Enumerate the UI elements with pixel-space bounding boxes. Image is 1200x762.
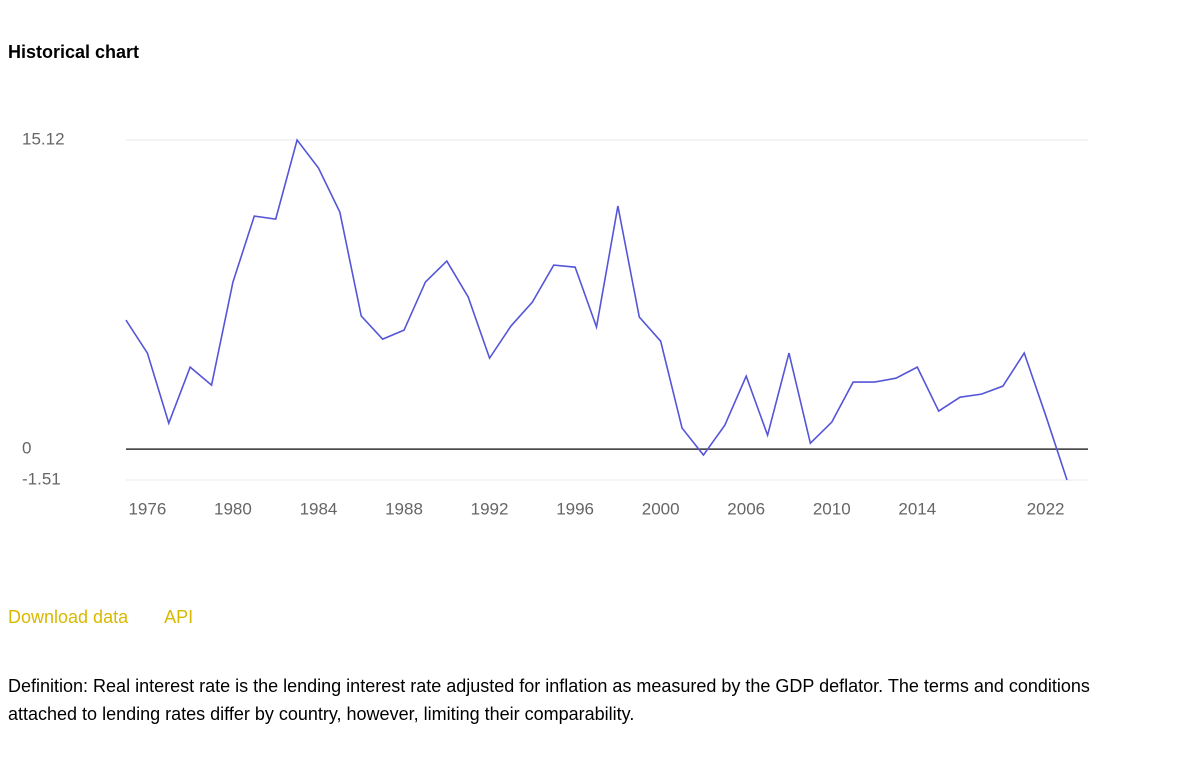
x-tick-label: 2000 — [642, 499, 680, 518]
x-tick-label: 1976 — [128, 499, 166, 518]
heading: Historical chart — [8, 42, 140, 62]
chart: 15.12 0 -1.51 1976 1980 1984 1988 1992 1996 2000 2… — [22, 129, 1088, 518]
y-tick-label: 0 — [22, 439, 31, 458]
y-tick-label: -1.51 — [22, 469, 61, 488]
x-tick-label: 2006 — [727, 499, 765, 518]
x-tick-label: 1984 — [300, 499, 338, 518]
links: Download data API — [8, 607, 225, 628]
definition: Definition: Real interest rate is the le… — [8, 676, 1090, 724]
x-tick-label: 1996 — [556, 499, 594, 518]
y-tick-label: 15.12 — [22, 129, 65, 148]
x-tick-label: 1988 — [385, 499, 423, 518]
x-tick-label: 2010 — [813, 499, 851, 518]
x-tick-label: 1992 — [471, 499, 509, 518]
download-link[interactable]: Download data — [8, 607, 129, 627]
x-tick-label: 2014 — [898, 499, 936, 518]
data-line — [125, 138, 1068, 481]
x-tick-label: 1980 — [214, 499, 252, 518]
x-tick-label: 2022 — [1027, 499, 1065, 518]
api-link[interactable]: API — [164, 607, 194, 627]
